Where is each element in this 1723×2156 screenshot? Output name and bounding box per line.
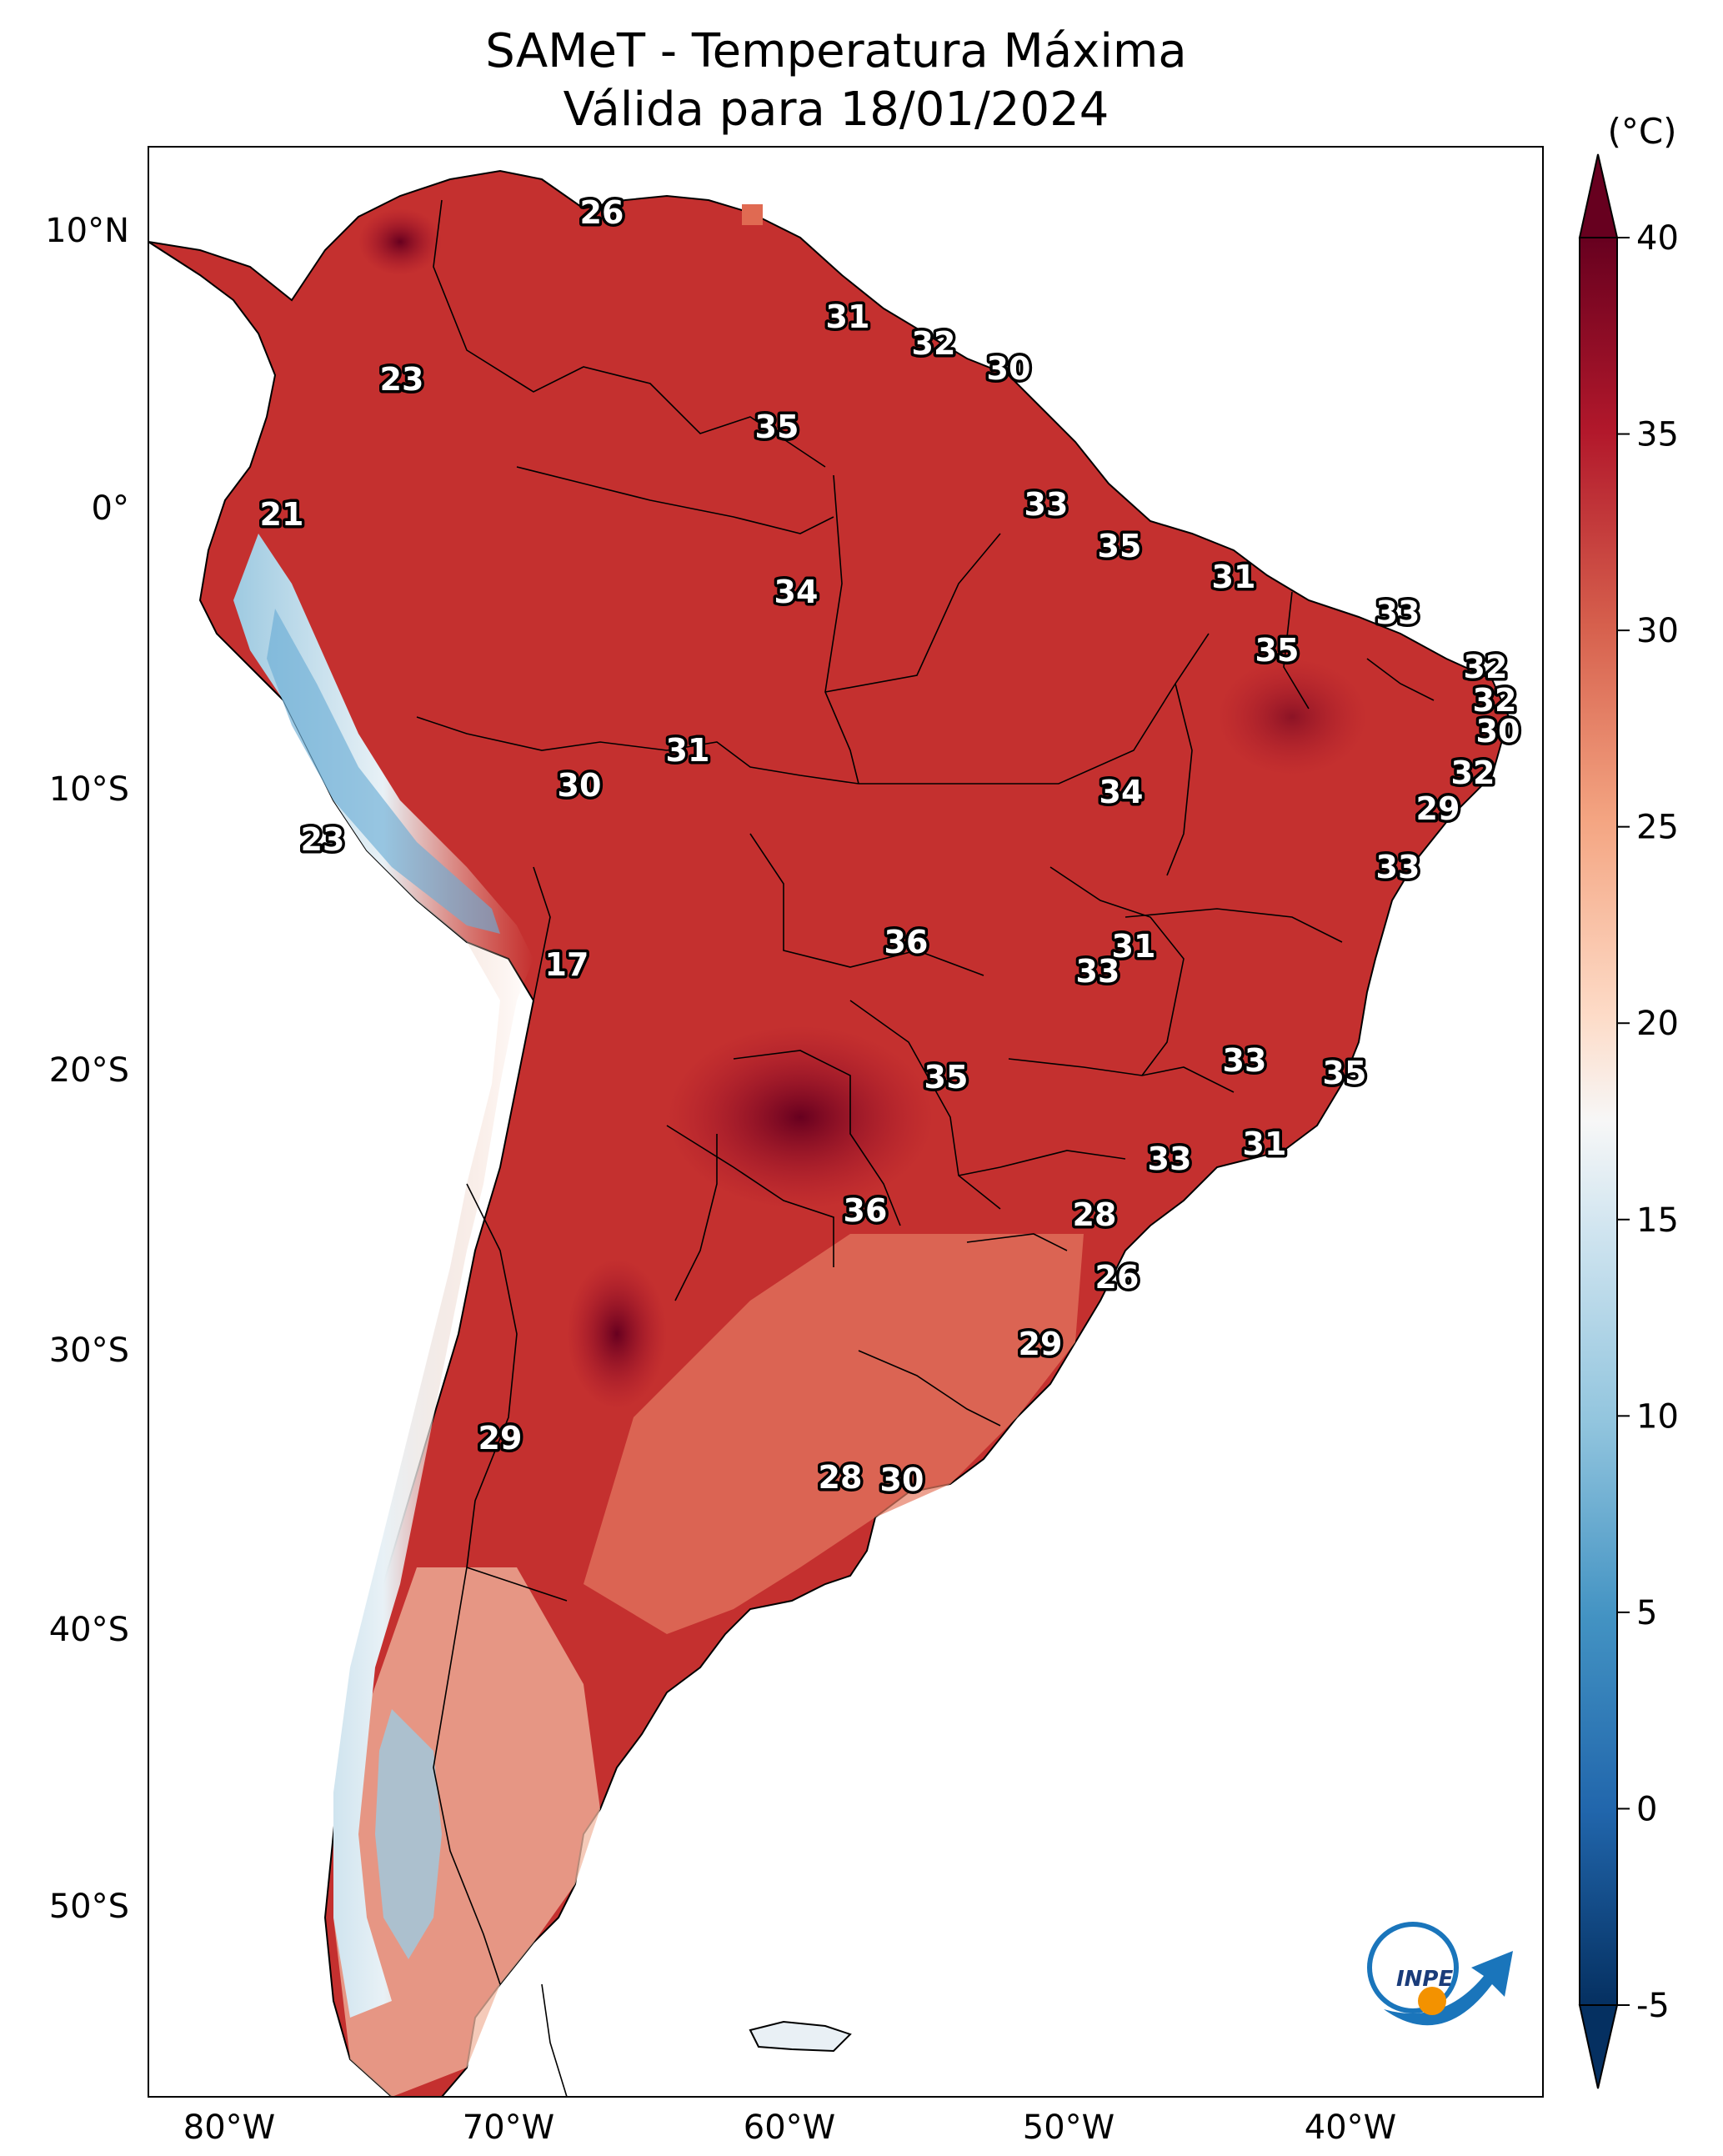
colorbar: (°C) 40 35 30 25 20 15 10 5 0 -5 bbox=[1578, 111, 1679, 2089]
city-value: 17 bbox=[545, 946, 589, 983]
colorbar-tick-label: 35 bbox=[1636, 416, 1679, 454]
colorbar-tick-label: 20 bbox=[1636, 1005, 1679, 1043]
city-value: 29 bbox=[1416, 790, 1460, 827]
lon-label: 60°W bbox=[744, 2108, 835, 2147]
city-value: 32 bbox=[1451, 755, 1495, 791]
lat-label: 0° bbox=[92, 489, 129, 528]
lon-label: 70°W bbox=[463, 2108, 554, 2147]
lon-label: 80°W bbox=[183, 2108, 275, 2147]
city-value: 33 bbox=[1148, 1141, 1192, 1177]
colorbar-gradient bbox=[1579, 237, 1618, 2006]
lat-label: 10°S bbox=[49, 770, 129, 809]
city-value: 35 bbox=[1098, 528, 1142, 564]
city-value: 35 bbox=[924, 1059, 969, 1096]
colorbar-ticks: 40 35 30 25 20 15 10 5 0 -5 bbox=[1617, 219, 1679, 2025]
hot-zone-colombia bbox=[358, 208, 442, 275]
colorbar-tick-label: 0 bbox=[1636, 1790, 1657, 1828]
colorbar-min-arrow bbox=[1578, 2004, 1619, 2089]
borders bbox=[416, 199, 1435, 2097]
city-value: 30 bbox=[987, 350, 1031, 387]
city-value: 34 bbox=[1099, 774, 1144, 810]
city-value: 28 bbox=[1073, 1196, 1117, 1233]
lat-label: 10°N bbox=[45, 212, 129, 250]
hot-zone-northeast bbox=[1217, 659, 1367, 775]
map-frame bbox=[148, 146, 1544, 2098]
cool-zone-south bbox=[584, 1234, 1084, 1634]
city-value: 26 bbox=[580, 194, 624, 231]
city-value: 35 bbox=[755, 409, 799, 445]
city-value: 33 bbox=[1223, 1042, 1267, 1079]
city-value: 31 bbox=[826, 298, 870, 335]
colorbar-tick-label: 10 bbox=[1636, 1397, 1679, 1436]
patagonia-ice bbox=[375, 1709, 442, 1959]
colorbar-unit: (°C) bbox=[1607, 111, 1676, 152]
colorbar-tick-label: -5 bbox=[1636, 1987, 1670, 2025]
city-value: 31 bbox=[1212, 559, 1256, 595]
hot-zone-argentina bbox=[567, 1259, 667, 1409]
city-value: 36 bbox=[884, 924, 929, 960]
city-value: 32 bbox=[1464, 649, 1508, 685]
title-line-2: Válida para 18/01/2024 bbox=[563, 83, 1109, 137]
city-value: 33 bbox=[1076, 953, 1120, 990]
map-area bbox=[148, 169, 1510, 2097]
city-value: 23 bbox=[380, 361, 424, 398]
city-value: 35 bbox=[1323, 1055, 1367, 1091]
trinidad-island bbox=[742, 204, 763, 225]
city-value: 29 bbox=[478, 1420, 523, 1457]
city-value: 21 bbox=[260, 496, 304, 533]
city-value: 28 bbox=[819, 1459, 863, 1496]
cool-zone-patagonia bbox=[333, 1567, 600, 2097]
city-value: 30 bbox=[1476, 713, 1520, 750]
city-value: 26 bbox=[1095, 1259, 1139, 1296]
city-value: 33 bbox=[1376, 594, 1420, 631]
lat-label: 50°S bbox=[49, 1888, 129, 1926]
colorbar-tick-label: 5 bbox=[1636, 1594, 1657, 1632]
city-value: 33 bbox=[1376, 849, 1420, 885]
lon-label: 50°W bbox=[1023, 2108, 1114, 2147]
city-value: 33 bbox=[1024, 486, 1069, 523]
city-value: 31 bbox=[666, 732, 710, 769]
city-value: 35 bbox=[1255, 632, 1300, 669]
lat-label: 20°S bbox=[49, 1051, 129, 1090]
city-value: 31 bbox=[1243, 1126, 1287, 1162]
city-value: 31 bbox=[1112, 928, 1156, 965]
colorbar-tick-label: 25 bbox=[1636, 809, 1679, 847]
colorbar-max-arrow bbox=[1578, 153, 1619, 238]
lon-label: 40°W bbox=[1305, 2108, 1396, 2147]
andes-coldest-zone bbox=[267, 609, 500, 934]
colorbar-tick-label: 40 bbox=[1636, 219, 1679, 258]
city-value: 36 bbox=[844, 1192, 888, 1229]
city-temperature-labels: 26 31 32 30 23 35 21 33 35 34 31 33 35 3… bbox=[257, 192, 1523, 1502]
city-value: 34 bbox=[774, 574, 819, 610]
hot-zone-chaco bbox=[667, 1025, 934, 1209]
city-value: 32 bbox=[912, 325, 956, 362]
city-value: 29 bbox=[1019, 1326, 1063, 1362]
longitude-axis: 80°W 70°W 60°W 50°W 40°W bbox=[183, 2108, 1396, 2147]
latitude-axis: 10°N 0° 10°S 20°S 30°S 40°S 50°S bbox=[45, 212, 129, 1926]
logo-text: INPE bbox=[1396, 1967, 1453, 1992]
lat-label: 30°S bbox=[49, 1331, 129, 1370]
city-value: 30 bbox=[880, 1462, 924, 1498]
colorbar-tick-label: 30 bbox=[1636, 612, 1679, 650]
inpe-logo-icon: INPE bbox=[1367, 1922, 1513, 2026]
city-value: 32 bbox=[1473, 682, 1517, 719]
title-line-1: SAMeT - Temperatura Máxima bbox=[485, 24, 1187, 78]
city-value: 23 bbox=[301, 821, 345, 858]
city-value: 30 bbox=[558, 767, 602, 804]
colorbar-tick-label: 15 bbox=[1636, 1201, 1679, 1240]
lat-label: 40°S bbox=[49, 1611, 129, 1649]
falkland-islands bbox=[749, 2020, 852, 2053]
